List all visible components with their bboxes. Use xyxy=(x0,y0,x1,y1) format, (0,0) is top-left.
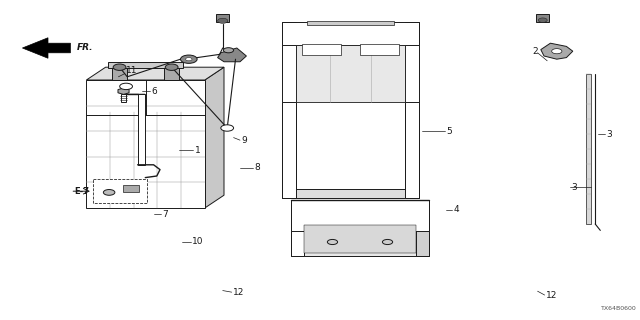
Circle shape xyxy=(328,239,338,244)
Bar xyxy=(93,179,147,203)
Circle shape xyxy=(223,48,234,53)
Polygon shape xyxy=(282,22,296,198)
Bar xyxy=(164,67,179,80)
Circle shape xyxy=(221,125,234,131)
Polygon shape xyxy=(22,38,70,58)
Text: 10: 10 xyxy=(192,237,204,246)
Text: 6: 6 xyxy=(151,87,157,96)
Bar xyxy=(112,67,127,80)
Bar xyxy=(282,22,419,45)
Bar xyxy=(586,74,591,224)
Polygon shape xyxy=(291,222,429,256)
Text: 3: 3 xyxy=(571,183,577,192)
Text: 8: 8 xyxy=(254,164,260,172)
Bar xyxy=(536,14,549,22)
Bar xyxy=(121,94,126,102)
Bar xyxy=(291,200,429,231)
Text: TX64B0600: TX64B0600 xyxy=(601,306,637,311)
Text: 12: 12 xyxy=(233,288,244,297)
Circle shape xyxy=(180,55,197,63)
Polygon shape xyxy=(416,200,429,256)
Text: 3: 3 xyxy=(607,130,612,139)
Circle shape xyxy=(165,64,178,70)
Circle shape xyxy=(186,58,192,61)
Text: FR.: FR. xyxy=(77,44,93,52)
Text: 12: 12 xyxy=(546,291,557,300)
Bar xyxy=(304,225,416,253)
Polygon shape xyxy=(291,200,304,256)
Bar xyxy=(360,44,399,55)
Polygon shape xyxy=(86,67,224,80)
Text: 5: 5 xyxy=(447,127,452,136)
Polygon shape xyxy=(405,22,419,198)
Polygon shape xyxy=(541,43,573,59)
Text: 7: 7 xyxy=(162,210,168,219)
Polygon shape xyxy=(405,101,419,198)
Bar xyxy=(302,44,340,55)
Text: 4: 4 xyxy=(453,205,459,214)
Bar xyxy=(307,21,394,25)
Text: E-7: E-7 xyxy=(75,187,90,196)
Text: 11: 11 xyxy=(126,66,138,75)
Polygon shape xyxy=(282,189,419,198)
Circle shape xyxy=(113,64,126,70)
Circle shape xyxy=(383,239,393,244)
Bar xyxy=(216,14,229,22)
Circle shape xyxy=(538,18,547,22)
Circle shape xyxy=(120,83,132,90)
Bar xyxy=(123,185,139,192)
Bar xyxy=(138,94,145,165)
Bar xyxy=(86,80,205,208)
Circle shape xyxy=(552,49,562,54)
Bar xyxy=(108,62,184,68)
Text: 1: 1 xyxy=(195,146,201,155)
Text: 9: 9 xyxy=(241,136,247,145)
Text: 2: 2 xyxy=(532,47,538,56)
Circle shape xyxy=(103,189,115,195)
Polygon shape xyxy=(218,48,246,62)
Polygon shape xyxy=(205,67,224,208)
Polygon shape xyxy=(282,101,296,198)
Bar xyxy=(296,45,405,101)
Circle shape xyxy=(218,18,228,23)
Polygon shape xyxy=(118,88,129,94)
